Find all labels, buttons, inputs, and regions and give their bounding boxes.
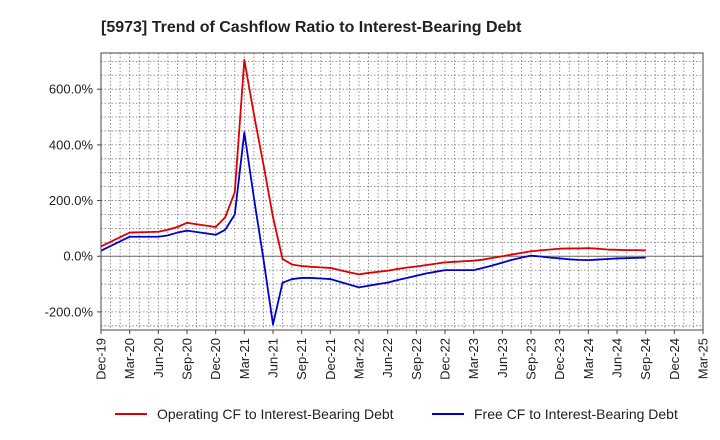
x-tick-label: Sep-24 bbox=[638, 338, 653, 380]
x-tick-label: Jun-21 bbox=[266, 338, 281, 378]
x-tick-label: Sep-22 bbox=[409, 338, 424, 380]
x-tick-label: Mar-24 bbox=[581, 338, 596, 379]
x-tick-label: Mar-22 bbox=[352, 338, 367, 379]
x-tick-label: Mar-23 bbox=[466, 338, 481, 379]
x-tick-label: Jun-22 bbox=[380, 338, 395, 378]
x-tick-label: Dec-22 bbox=[438, 338, 453, 380]
x-tick-label: Dec-21 bbox=[323, 338, 338, 380]
x-tick-label: Mar-21 bbox=[237, 338, 252, 379]
chart-title: [5973] Trend of Cashflow Ratio to Intere… bbox=[101, 19, 522, 36]
plot-frame bbox=[100, 52, 704, 331]
series-line-1 bbox=[100, 59, 646, 276]
legend-label-2: Free CF to Interest-Bearing Debt bbox=[474, 406, 678, 422]
x-tick-label: Dec-19 bbox=[94, 338, 109, 380]
series-line-2 bbox=[100, 131, 646, 326]
y-tick-label: 200.0% bbox=[49, 193, 94, 208]
y-tick-label: -200.0% bbox=[45, 304, 94, 319]
x-tick-label: Sep-21 bbox=[294, 338, 309, 380]
y-tick-label: 400.0% bbox=[49, 137, 94, 152]
x-tick-label: Sep-23 bbox=[524, 338, 539, 380]
y-tick-label: 0.0% bbox=[63, 249, 93, 264]
legend: Operating CF to Interest-Bearing Debt Fre… bbox=[115, 406, 678, 422]
x-tick-label: Sep-20 bbox=[180, 338, 195, 380]
x-tick-label: Mar-20 bbox=[122, 338, 137, 379]
x-tick-label: Dec-23 bbox=[552, 338, 567, 380]
plot-area bbox=[101, 53, 703, 330]
y-tick-label: 600.0% bbox=[49, 82, 94, 97]
x-tick-label: Dec-20 bbox=[208, 338, 223, 380]
x-tick-label: Dec-24 bbox=[667, 338, 682, 380]
x-tick-label: Jun-24 bbox=[610, 338, 625, 378]
x-tick-label: Jun-23 bbox=[495, 338, 510, 378]
x-tick-label: Mar-25 bbox=[696, 338, 711, 379]
x-tick-label: Jun-20 bbox=[151, 338, 166, 378]
legend-label-1: Operating CF to Interest-Bearing Debt bbox=[157, 406, 394, 422]
